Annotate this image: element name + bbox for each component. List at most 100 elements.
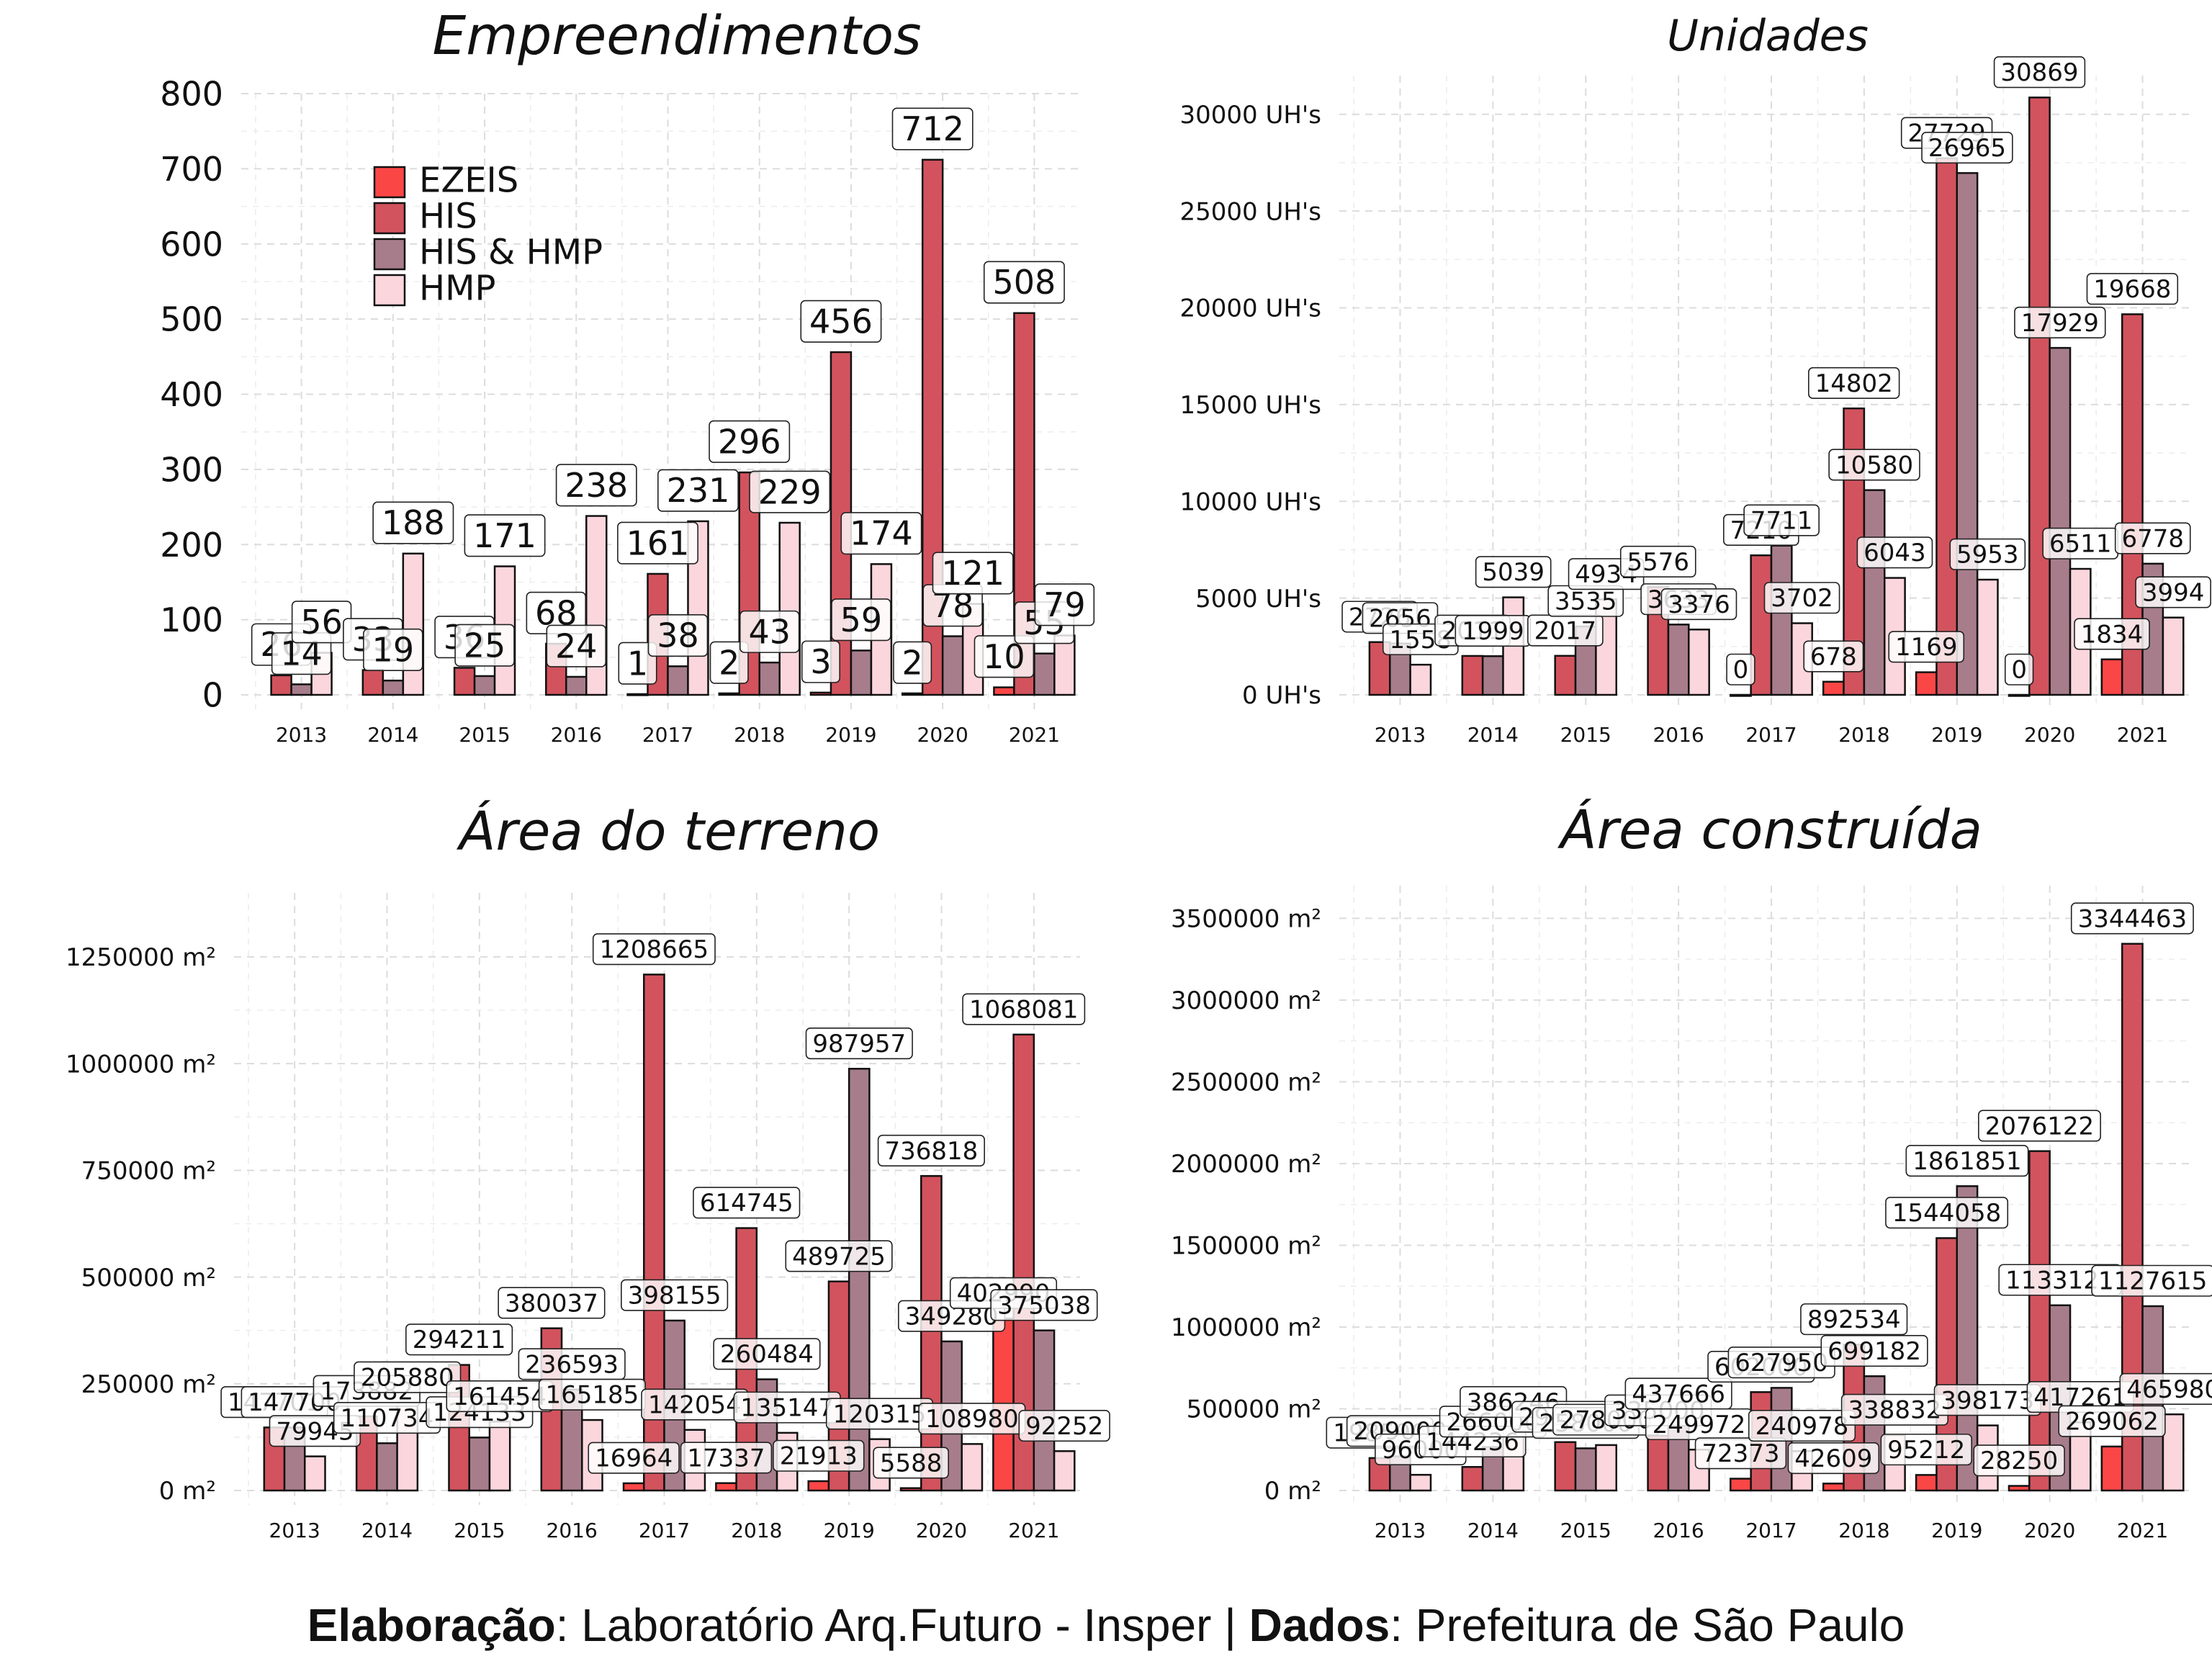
bar-his	[1647, 1434, 1670, 1492]
bar-his-and-hmp	[850, 649, 873, 696]
data-label: 26965	[1928, 134, 2006, 163]
data-label-box	[1905, 1145, 2029, 1177]
x-tick-label: 2014	[1467, 723, 1519, 747]
bar-ezeis	[1822, 680, 1845, 696]
data-label-box	[1880, 1434, 1972, 1466]
x-tick-label: 2015	[454, 1519, 505, 1542]
bar-ezeis	[1730, 693, 1752, 697]
caption-bold-2: Dados	[1249, 1599, 1390, 1651]
data-label-box	[621, 1279, 729, 1311]
data-label-box	[1888, 631, 1965, 663]
data-label-box	[657, 469, 739, 512]
bar-his-and-hmp	[468, 1437, 491, 1492]
data-label-box	[618, 642, 657, 685]
data-label-box	[454, 624, 515, 667]
bar-ezeis	[993, 686, 1015, 696]
data-label: 42609	[1794, 1444, 1872, 1473]
y-tick-label: 0	[202, 676, 223, 715]
data-label-box	[773, 1439, 865, 1472]
legend-swatch-hmp	[373, 274, 406, 307]
bar-hmp	[488, 1421, 511, 1492]
x-tick-label: 2020	[917, 723, 968, 747]
y-tick-label: 500000 m²	[1187, 1395, 1321, 1424]
y-tick-label: 25000 UH's	[1180, 197, 1321, 226]
data-label: 19	[372, 631, 415, 670]
data-label: 231	[667, 471, 730, 510]
data-label: 375038	[997, 1291, 1091, 1320]
y-tick-label: 200	[160, 526, 223, 565]
x-tick-label: 2020	[2024, 723, 2075, 747]
data-label-box	[1921, 132, 2013, 164]
bar-ezeis	[2008, 693, 2031, 697]
bar-hmp	[2162, 616, 2185, 696]
x-tick-label: 2016	[1653, 723, 1704, 747]
data-label: 6511	[2049, 530, 2112, 559]
y-tick-label: 400	[160, 375, 223, 414]
x-tick-label: 2021	[1008, 1519, 1059, 1542]
data-label: 1	[627, 644, 648, 683]
data-label: 3702	[1771, 584, 1833, 613]
bar-his	[1461, 655, 1484, 696]
data-label: 338832	[1848, 1396, 1942, 1425]
y-tick-label: 0 UH's	[1242, 681, 1321, 710]
data-label: 2	[719, 643, 739, 682]
bar-ezeis	[626, 693, 649, 696]
data-label-box	[2004, 653, 2034, 685]
x-tick-label: 2014	[361, 1519, 413, 1542]
bar-hmp	[1053, 1450, 1076, 1492]
x-tick-label: 2013	[269, 1519, 320, 1542]
bar-his-and-hmp	[1481, 655, 1504, 696]
x-tick-label: 2017	[1745, 723, 1797, 747]
data-label-box	[1748, 1409, 1856, 1442]
bar-ezeis	[1915, 1474, 1938, 1492]
y-tick-label: 0 m²	[159, 1477, 216, 1506]
y-tick-label: 30000 UH's	[1180, 101, 1321, 130]
data-label-box	[2114, 522, 2191, 554]
bar-his	[453, 667, 476, 696]
data-label: 24	[555, 626, 598, 665]
bar-his	[270, 674, 292, 696]
chart-title: Área do terreno	[457, 799, 880, 863]
bar-his-and-hmp	[1667, 624, 1690, 696]
data-label: 7711	[1750, 506, 1813, 535]
data-label-box	[891, 107, 974, 150]
x-tick-label: 2019	[1931, 723, 1982, 747]
bar-ezeis	[807, 1480, 830, 1492]
y-tick-label: 1250000 m²	[66, 943, 216, 972]
data-label-box	[709, 420, 791, 463]
data-label-box	[1034, 583, 1095, 626]
data-label-box	[647, 614, 709, 657]
data-label-box	[693, 1187, 801, 1219]
data-label-box	[680, 1442, 773, 1474]
data-label: 294211	[413, 1326, 506, 1354]
data-label-box	[739, 610, 800, 653]
x-tick-label: 2016	[551, 723, 602, 747]
x-tick-label: 2013	[1375, 1519, 1426, 1542]
bar-his	[1554, 1441, 1577, 1492]
bar-hmp	[585, 515, 608, 696]
y-tick-label: 10000 UH's	[1180, 487, 1321, 516]
bar-his-and-hmp	[290, 683, 313, 696]
data-label: 1861851	[1912, 1147, 2021, 1176]
data-label-box	[2135, 576, 2211, 608]
bar-ezeis	[1915, 671, 1938, 696]
data-label: 43	[748, 612, 791, 651]
bar-his	[1461, 1466, 1484, 1492]
bar-his-and-hmp	[1770, 544, 1793, 696]
data-label-box	[2014, 306, 2106, 338]
bar-ezeis	[2100, 658, 2123, 696]
data-label: 398155	[628, 1282, 721, 1310]
data-label: 1169	[1895, 633, 1958, 662]
y-tick-label: 700	[160, 150, 223, 189]
y-tick-label: 1000000 m²	[1171, 1313, 1321, 1342]
data-label: 3535	[1555, 588, 1617, 616]
data-label-box	[2058, 1405, 2166, 1437]
bar-his-and-hmp	[382, 679, 405, 696]
x-tick-label: 2015	[459, 723, 510, 747]
x-tick-label: 2017	[642, 723, 693, 747]
data-label: 121	[941, 554, 1004, 593]
x-tick-label: 2018	[1838, 723, 1889, 747]
bar-hmp	[1976, 578, 1999, 696]
chart-title: Unidades	[1667, 11, 1869, 61]
y-tick-label: 2000000 m²	[1171, 1150, 1321, 1179]
